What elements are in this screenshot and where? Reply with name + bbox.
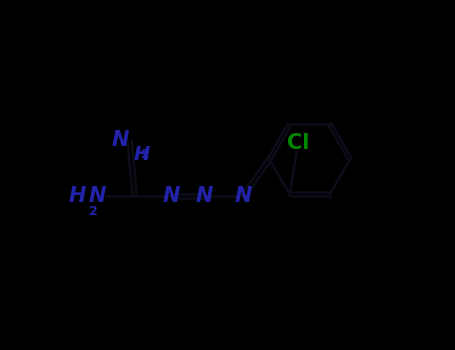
Text: N: N [163, 186, 180, 206]
Text: 2: 2 [141, 148, 150, 161]
Text: 2: 2 [89, 205, 98, 218]
Text: H: H [134, 145, 151, 164]
Text: N: N [89, 186, 106, 206]
Text: H: H [68, 186, 86, 206]
Text: N: N [196, 186, 213, 206]
Text: Cl: Cl [287, 133, 309, 153]
Text: N: N [234, 186, 252, 206]
Text: N: N [112, 130, 130, 150]
